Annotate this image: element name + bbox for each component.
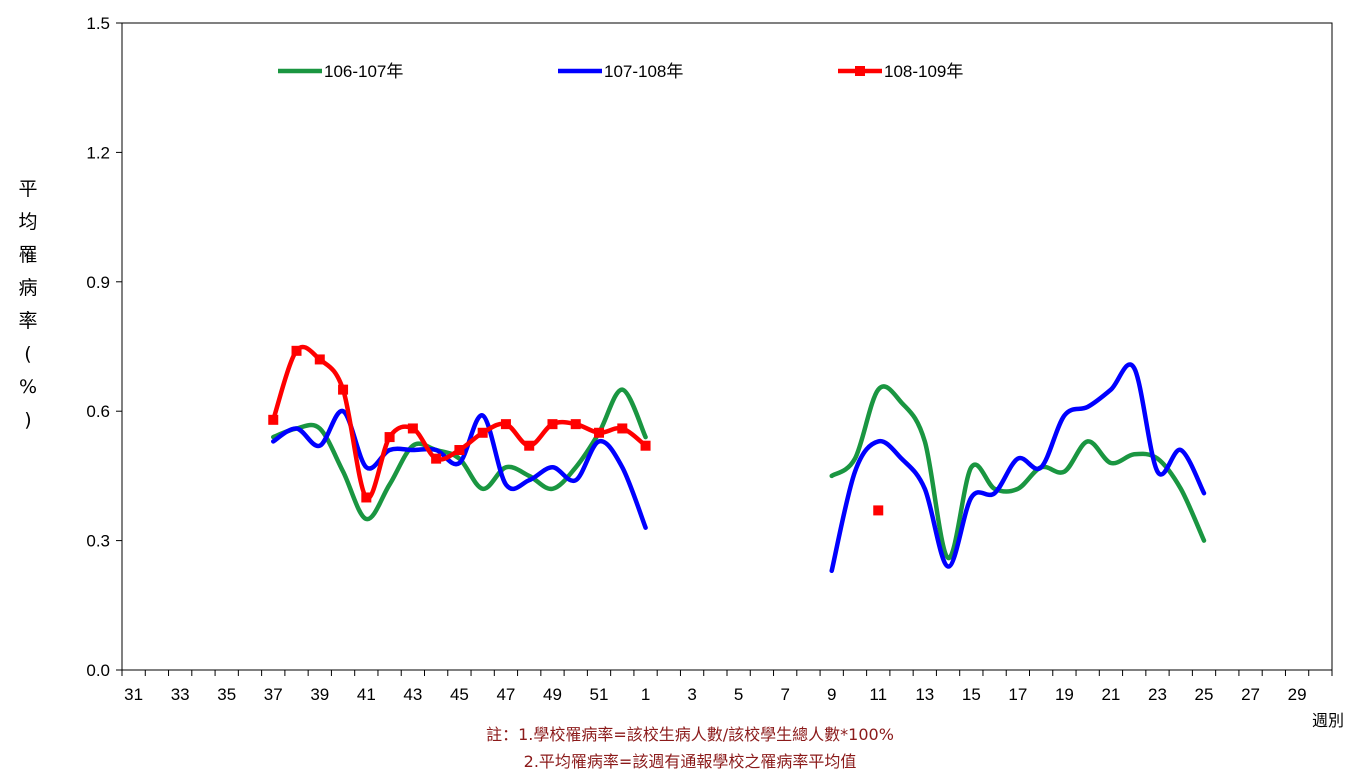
y-axis-title: 平均罹病率 (%) [18, 178, 37, 431]
y-axis-title-char: 病 [18, 277, 37, 299]
y-axis-title-char: 均 [18, 211, 37, 233]
series-107-108年 [271, 362, 1207, 574]
data-point [268, 414, 279, 425]
data-point [500, 419, 511, 430]
data-point [617, 423, 628, 434]
data-point [314, 354, 325, 365]
y-tick-label: 0.9 [86, 273, 110, 292]
x-tick-label: 51 [590, 685, 609, 704]
legend-label: 106-107年 [324, 62, 403, 81]
series-line [829, 384, 1207, 561]
series-line [829, 362, 1207, 574]
x-tick-label: 45 [450, 685, 469, 704]
data-point [477, 427, 488, 438]
x-tick-label: 39 [310, 685, 329, 704]
y-tick-label: 0.6 [86, 402, 110, 421]
plot-area [121, 22, 1333, 671]
legend-label: 108-109年 [884, 62, 963, 81]
data-point [338, 384, 349, 395]
y-axis-title-char: 率 [18, 310, 37, 332]
data-point [873, 505, 884, 516]
x-tick-label: 33 [171, 685, 190, 704]
note-line-1: 註：1.學校罹病率=該校生病人數/該校學生總人數*100% [486, 725, 894, 744]
data-point [454, 445, 465, 456]
y-tick-label: 1.5 [86, 14, 110, 33]
x-tick-label: 49 [543, 685, 562, 704]
y-axis-title-char: % [19, 376, 37, 398]
series-108-109年 [268, 344, 884, 516]
series-layer [268, 344, 1207, 574]
y-axis-title-char: 罹 [18, 244, 37, 266]
data-point [547, 419, 558, 430]
data-point [640, 440, 651, 451]
y-axis-title-char: 平 [18, 178, 37, 200]
series-line [271, 387, 648, 522]
data-point [570, 419, 581, 430]
x-tick-label: 19 [1055, 685, 1074, 704]
series-line [271, 408, 648, 530]
x-tick-label: 3 [687, 685, 696, 704]
y-tick-label: 0.0 [86, 661, 110, 680]
x-tick-label: 23 [1148, 685, 1167, 704]
x-tick-label: 43 [403, 685, 422, 704]
x-tick-label: 25 [1195, 685, 1214, 704]
legend-item: 106-107年 [278, 62, 403, 81]
x-tick-label: 9 [827, 685, 836, 704]
y-tick-label: 1.2 [86, 143, 110, 162]
x-tick-label: 11 [869, 685, 887, 704]
legend-marker [855, 66, 865, 76]
data-point [407, 423, 418, 434]
x-tick-label: 37 [264, 685, 283, 704]
x-tick-label: 41 [357, 685, 376, 704]
x-tick-label: 1 [641, 685, 650, 704]
x-tick-label: 21 [1101, 685, 1120, 704]
y-tick-label: 0.3 [86, 532, 110, 551]
x-axis-title: 週別 [1312, 711, 1344, 730]
data-point [384, 432, 395, 443]
x-tick-label: 13 [915, 685, 934, 704]
note-line-2: 2.平均罹病率=該週有通報學校之罹病率平均值 [524, 752, 857, 771]
y-axis-title-char: ) [24, 409, 31, 431]
legend-label: 107-108年 [604, 62, 683, 81]
legend: 106-107年 107-108年 108-109年 [278, 62, 963, 81]
x-tick-label: 7 [780, 685, 789, 704]
legend-item: 108-109年 [838, 62, 963, 81]
x-tick-label: 17 [1008, 685, 1027, 704]
x-tick-label: 47 [496, 685, 515, 704]
y-axis: 0.0 0.3 0.6 0.9 1.2 1.5 [86, 14, 122, 680]
data-point [594, 427, 605, 438]
x-tick-label: 31 [124, 685, 143, 704]
legend-item: 107-108年 [558, 62, 683, 81]
data-point [291, 345, 302, 356]
series-106-107年 [271, 384, 1207, 561]
x-tick-label: 5 [734, 685, 743, 704]
x-tick-label: 15 [962, 685, 981, 704]
data-point [524, 440, 535, 451]
x-tick-label: 35 [217, 685, 236, 704]
x-tick-label: 29 [1288, 685, 1307, 704]
data-point [431, 453, 442, 464]
y-axis-title-char: ( [24, 343, 31, 365]
x-tick-label: 27 [1241, 685, 1260, 704]
data-point [361, 492, 372, 503]
x-axis: 31 33 35 37 39 41 43 45 47 49 51 1 3 5 7 9 11 13 15 17 19 21 2… [121, 670, 1333, 704]
